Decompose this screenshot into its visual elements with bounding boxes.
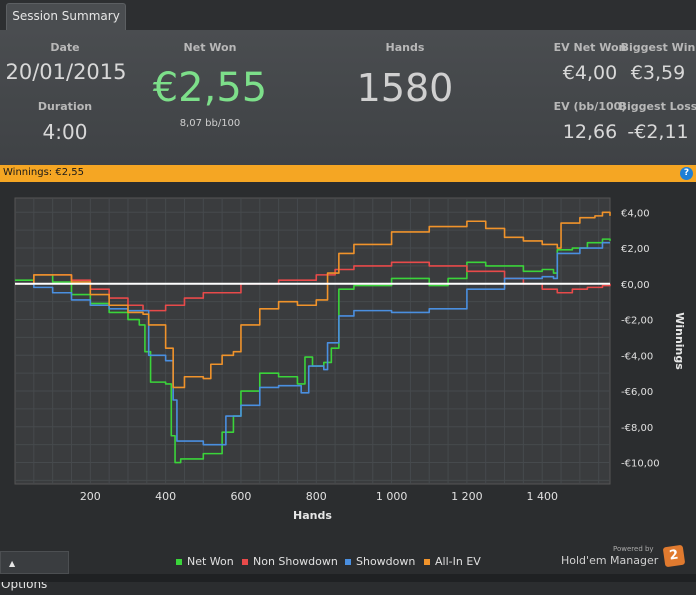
help-icon[interactable]: ? [680, 167, 693, 180]
hands-value: 1580 [356, 66, 454, 110]
winnings-bar: Winnings: €2,55 ? [0, 165, 696, 182]
net-won-value: €2,55 [152, 65, 268, 111]
legend-non-showdown: Non Showdown [242, 555, 338, 568]
footer-strip [0, 574, 696, 582]
powered-by-text: Powered by [613, 545, 654, 553]
x-tick-label: 200 [80, 490, 101, 503]
legend-showdown: Showdown [345, 555, 415, 568]
legend-swatch-non-showdown [242, 559, 248, 565]
y-tick-label: -€2,00 [621, 316, 653, 327]
series-line-showdown [15, 241, 610, 446]
legend-swatch-all-in-ev [424, 559, 430, 565]
session-summary-panel: Date 20/01/2015 Duration 4:00 Net Won €2… [0, 30, 696, 165]
x-tick-label: 1 000 [376, 490, 408, 503]
legend-label-net-won: Net Won [187, 555, 234, 568]
y-tick-label: -€10,00 [621, 459, 660, 470]
legend-net-won: Net Won [176, 555, 234, 568]
options-button[interactable]: ▲Options [0, 551, 69, 591]
series-line-all-in-ev [15, 211, 611, 389]
x-tick-label: 1 200 [451, 490, 483, 503]
hands-label: Hands [385, 41, 425, 54]
y-tick-label: €4,00 [621, 208, 650, 219]
ev-bb-value: 12,66 [562, 121, 618, 143]
brand-badge-icon: 2 [662, 544, 686, 568]
duration-label: Duration [37, 100, 93, 113]
brand-logo: Powered by Hold'em Manager 2 [561, 544, 691, 574]
legend-label-all-in-ev: All-In EV [435, 555, 481, 568]
x-tick-label: 800 [306, 490, 327, 503]
biggest-loss-value: -€2,11 [627, 121, 689, 143]
y-tick-label: -€4,00 [621, 351, 653, 362]
net-won-label: Net Won [183, 41, 237, 54]
bb-per-100-value: 8,07 bb/100 [179, 118, 241, 129]
legend-label-non-showdown: Non Showdown [253, 555, 338, 568]
x-tick-label: 400 [155, 490, 176, 503]
date-value: 20/01/2015 [5, 60, 127, 84]
chevron-up-icon: ▲ [9, 559, 16, 568]
brand-name: Hold'em Manager [561, 554, 659, 567]
ev-bb-label: EV (bb/100) [553, 100, 627, 113]
biggest-win-value: €3,59 [630, 62, 686, 84]
legend-swatch-showdown [345, 559, 351, 565]
ev-net-won-label: EV Net Won [553, 41, 627, 54]
series-line-net-won [15, 238, 611, 464]
legend-all-in-ev: All-In EV [424, 555, 481, 568]
y-tick-label: €0,00 [621, 280, 650, 291]
x-tick-label: 1 400 [526, 490, 558, 503]
winnings-chart: 200 400 600 800 1 000 1 200 1 400 €4,00 €2,00 €0,… [14, 197, 686, 522]
y-tick-label: -€6,00 [621, 387, 653, 398]
y-tick-label: -€8,00 [621, 423, 653, 434]
x-tick-label: 600 [230, 490, 251, 503]
y-axis-label: Winnings [673, 312, 686, 370]
tab-bar: Session Summary [0, 0, 696, 30]
plot-area [14, 197, 611, 485]
date-label: Date [50, 41, 80, 54]
ev-net-won-value: €4,00 [562, 62, 618, 84]
tab-session-summary[interactable]: Session Summary [6, 3, 126, 30]
winnings-bar-label: Winnings: €2,55 [3, 167, 84, 178]
legend-label-showdown: Showdown [356, 555, 416, 568]
x-axis-label: Hands [293, 509, 332, 522]
biggest-loss-label: Biggest Loss [618, 100, 696, 113]
duration-value: 4:00 [42, 120, 88, 144]
y-tick-label: €2,00 [621, 244, 650, 255]
series-line-non-showdown [15, 261, 611, 312]
biggest-win-label: Biggest Win [620, 41, 696, 54]
legend-swatch-net-won [176, 559, 182, 565]
